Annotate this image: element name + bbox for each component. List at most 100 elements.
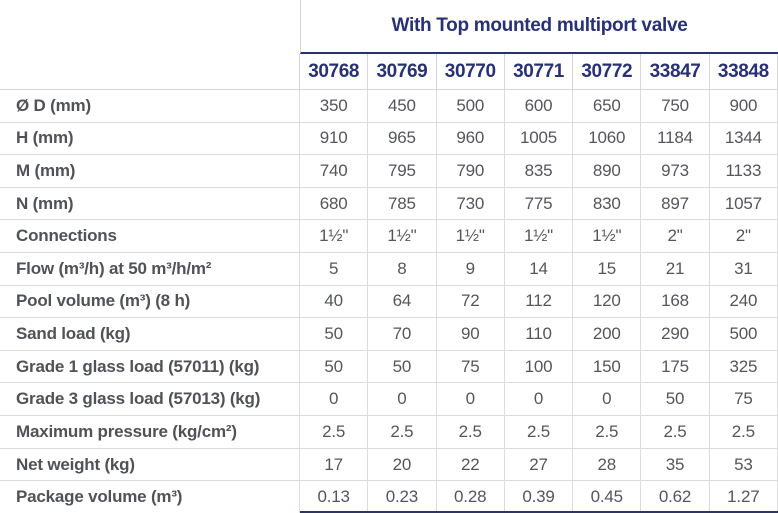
cell-value: 2.5 xyxy=(300,416,369,448)
cell-value: 350 xyxy=(300,90,369,122)
cell-value: 650 xyxy=(573,90,642,122)
cell-value: 2.5 xyxy=(505,416,574,448)
table-row: Net weight (kg) 17 20 22 27 28 35 53 xyxy=(0,448,778,482)
row-label: Net weight (kg) xyxy=(0,448,300,481)
cell-value: 5 xyxy=(300,253,369,285)
cell-value: 120 xyxy=(573,285,642,318)
cell-value: 0.39 xyxy=(505,481,574,513)
column-code: 30771 xyxy=(505,54,574,89)
cell-value: 325 xyxy=(710,350,778,383)
column-code: 30772 xyxy=(573,54,642,89)
table-row: Pool volume (m³) (8 h) 40 64 72 112 120 168 240 xyxy=(0,285,778,319)
cell-value: 785 xyxy=(368,187,437,220)
cell-value: 15 xyxy=(573,253,642,285)
table-row: Grade 3 glass load (57013) (kg) 0 0 0 0 0 50 75 xyxy=(0,383,778,417)
table-row: Flow (m³/h) at 50 m³/h/m² 5 8 9 14 15 21 31 xyxy=(0,253,778,286)
table-row: Grade 1 glass load (57011) (kg) 50 50 75 100… xyxy=(0,350,778,384)
cell-value: 2.5 xyxy=(573,416,642,448)
cell-value: 0.23 xyxy=(368,481,437,513)
cell-value: 1060 xyxy=(573,122,642,155)
cell-value: 973 xyxy=(641,155,710,187)
cell-value: 90 xyxy=(437,318,505,350)
table-row: Connections 1½" 1½" 1½" 1½" 1½" 2" 2" xyxy=(0,220,778,254)
column-code: 30770 xyxy=(437,54,505,89)
cell-value: 897 xyxy=(641,187,710,220)
cell-value: 0 xyxy=(368,383,437,416)
table-row: Ø D (mm) 350 450 500 600 650 750 900 xyxy=(0,90,778,123)
cell-value: 600 xyxy=(505,90,574,122)
cell-value: 75 xyxy=(437,350,505,383)
cell-value: 790 xyxy=(437,155,505,187)
cell-value: 50 xyxy=(641,383,710,416)
cell-value: 28 xyxy=(573,448,642,481)
cell-value: 21 xyxy=(641,253,710,285)
product-codes-header-row: 30768 30769 30770 30771 30772 33847 3384… xyxy=(0,54,778,90)
bottom-rule xyxy=(300,511,778,513)
cell-value: 900 xyxy=(710,90,778,122)
row-label: Pool volume (m³) (8 h) xyxy=(0,285,300,318)
cell-value: 1½" xyxy=(437,220,505,253)
table-row: Sand load (kg) 50 70 90 110 200 290 500 xyxy=(0,318,778,351)
table-row: H (mm) 910 965 960 1005 1060 1184 1344 xyxy=(0,122,778,156)
cell-value: 290 xyxy=(641,318,710,350)
row-label: Grade 3 glass load (57013) (kg) xyxy=(0,383,300,416)
cell-value: 730 xyxy=(437,187,505,220)
cell-value: 31 xyxy=(710,253,778,285)
cell-value: 1.27 xyxy=(710,481,778,513)
column-code: 33847 xyxy=(641,54,710,89)
cell-value: 72 xyxy=(437,285,505,318)
cell-value: 2.5 xyxy=(710,416,778,448)
cell-value: 2.5 xyxy=(437,416,505,448)
cell-value: 2" xyxy=(710,220,778,253)
cell-value: 0 xyxy=(300,383,369,416)
cell-value: 27 xyxy=(505,448,574,481)
row-label: Maximum pressure (kg/cm²) xyxy=(0,416,300,448)
cell-value: 775 xyxy=(505,187,574,220)
cell-value: 1005 xyxy=(505,122,574,155)
cell-value: 40 xyxy=(300,285,369,318)
cell-value: 64 xyxy=(368,285,437,318)
cell-value: 835 xyxy=(505,155,574,187)
cell-value: 2.5 xyxy=(368,416,437,448)
table-row: M (mm) 740 795 790 835 890 973 1133 xyxy=(0,155,778,188)
codes-row-spacer xyxy=(0,54,300,89)
row-label: Ø D (mm) xyxy=(0,90,300,122)
table-title: With Top mounted multiport valve xyxy=(300,0,778,54)
cell-value: 35 xyxy=(641,448,710,481)
row-label: Package volume (m³) xyxy=(0,481,300,513)
cell-value: 1184 xyxy=(641,122,710,155)
cell-value: 175 xyxy=(641,350,710,383)
column-code: 30769 xyxy=(368,54,437,89)
cell-value: 680 xyxy=(300,187,369,220)
cell-value: 168 xyxy=(641,285,710,318)
cell-value: 450 xyxy=(368,90,437,122)
cell-value: 0.45 xyxy=(573,481,642,513)
cell-value: 965 xyxy=(368,122,437,155)
cell-value: 960 xyxy=(437,122,505,155)
cell-value: 112 xyxy=(505,285,574,318)
cell-value: 750 xyxy=(641,90,710,122)
cell-value: 50 xyxy=(300,350,369,383)
cell-value: 1½" xyxy=(505,220,574,253)
table-row: Maximum pressure (kg/cm²) 2.5 2.5 2.5 2.5 2.5… xyxy=(0,416,778,449)
cell-value: 70 xyxy=(368,318,437,350)
title-band: With Top mounted multiport valve xyxy=(0,0,778,54)
cell-value: 0 xyxy=(505,383,574,416)
cell-value: 240 xyxy=(710,285,778,318)
row-label: Sand load (kg) xyxy=(0,318,300,350)
cell-value: 9 xyxy=(437,253,505,285)
cell-value: 100 xyxy=(505,350,574,383)
row-label: N (mm) xyxy=(0,187,300,220)
row-label: Grade 1 glass load (57011) (kg) xyxy=(0,350,300,383)
column-code: 30768 xyxy=(300,54,369,89)
cell-value: 1133 xyxy=(710,155,778,187)
cell-value: 50 xyxy=(368,350,437,383)
cell-value: 200 xyxy=(573,318,642,350)
title-spacer xyxy=(0,0,300,54)
cell-value: 2.5 xyxy=(641,416,710,448)
column-code: 33848 xyxy=(710,54,778,89)
cell-value: 1½" xyxy=(573,220,642,253)
cell-value: 17 xyxy=(300,448,369,481)
row-label: Flow (m³/h) at 50 m³/h/m² xyxy=(0,253,300,285)
cell-value: 910 xyxy=(300,122,369,155)
